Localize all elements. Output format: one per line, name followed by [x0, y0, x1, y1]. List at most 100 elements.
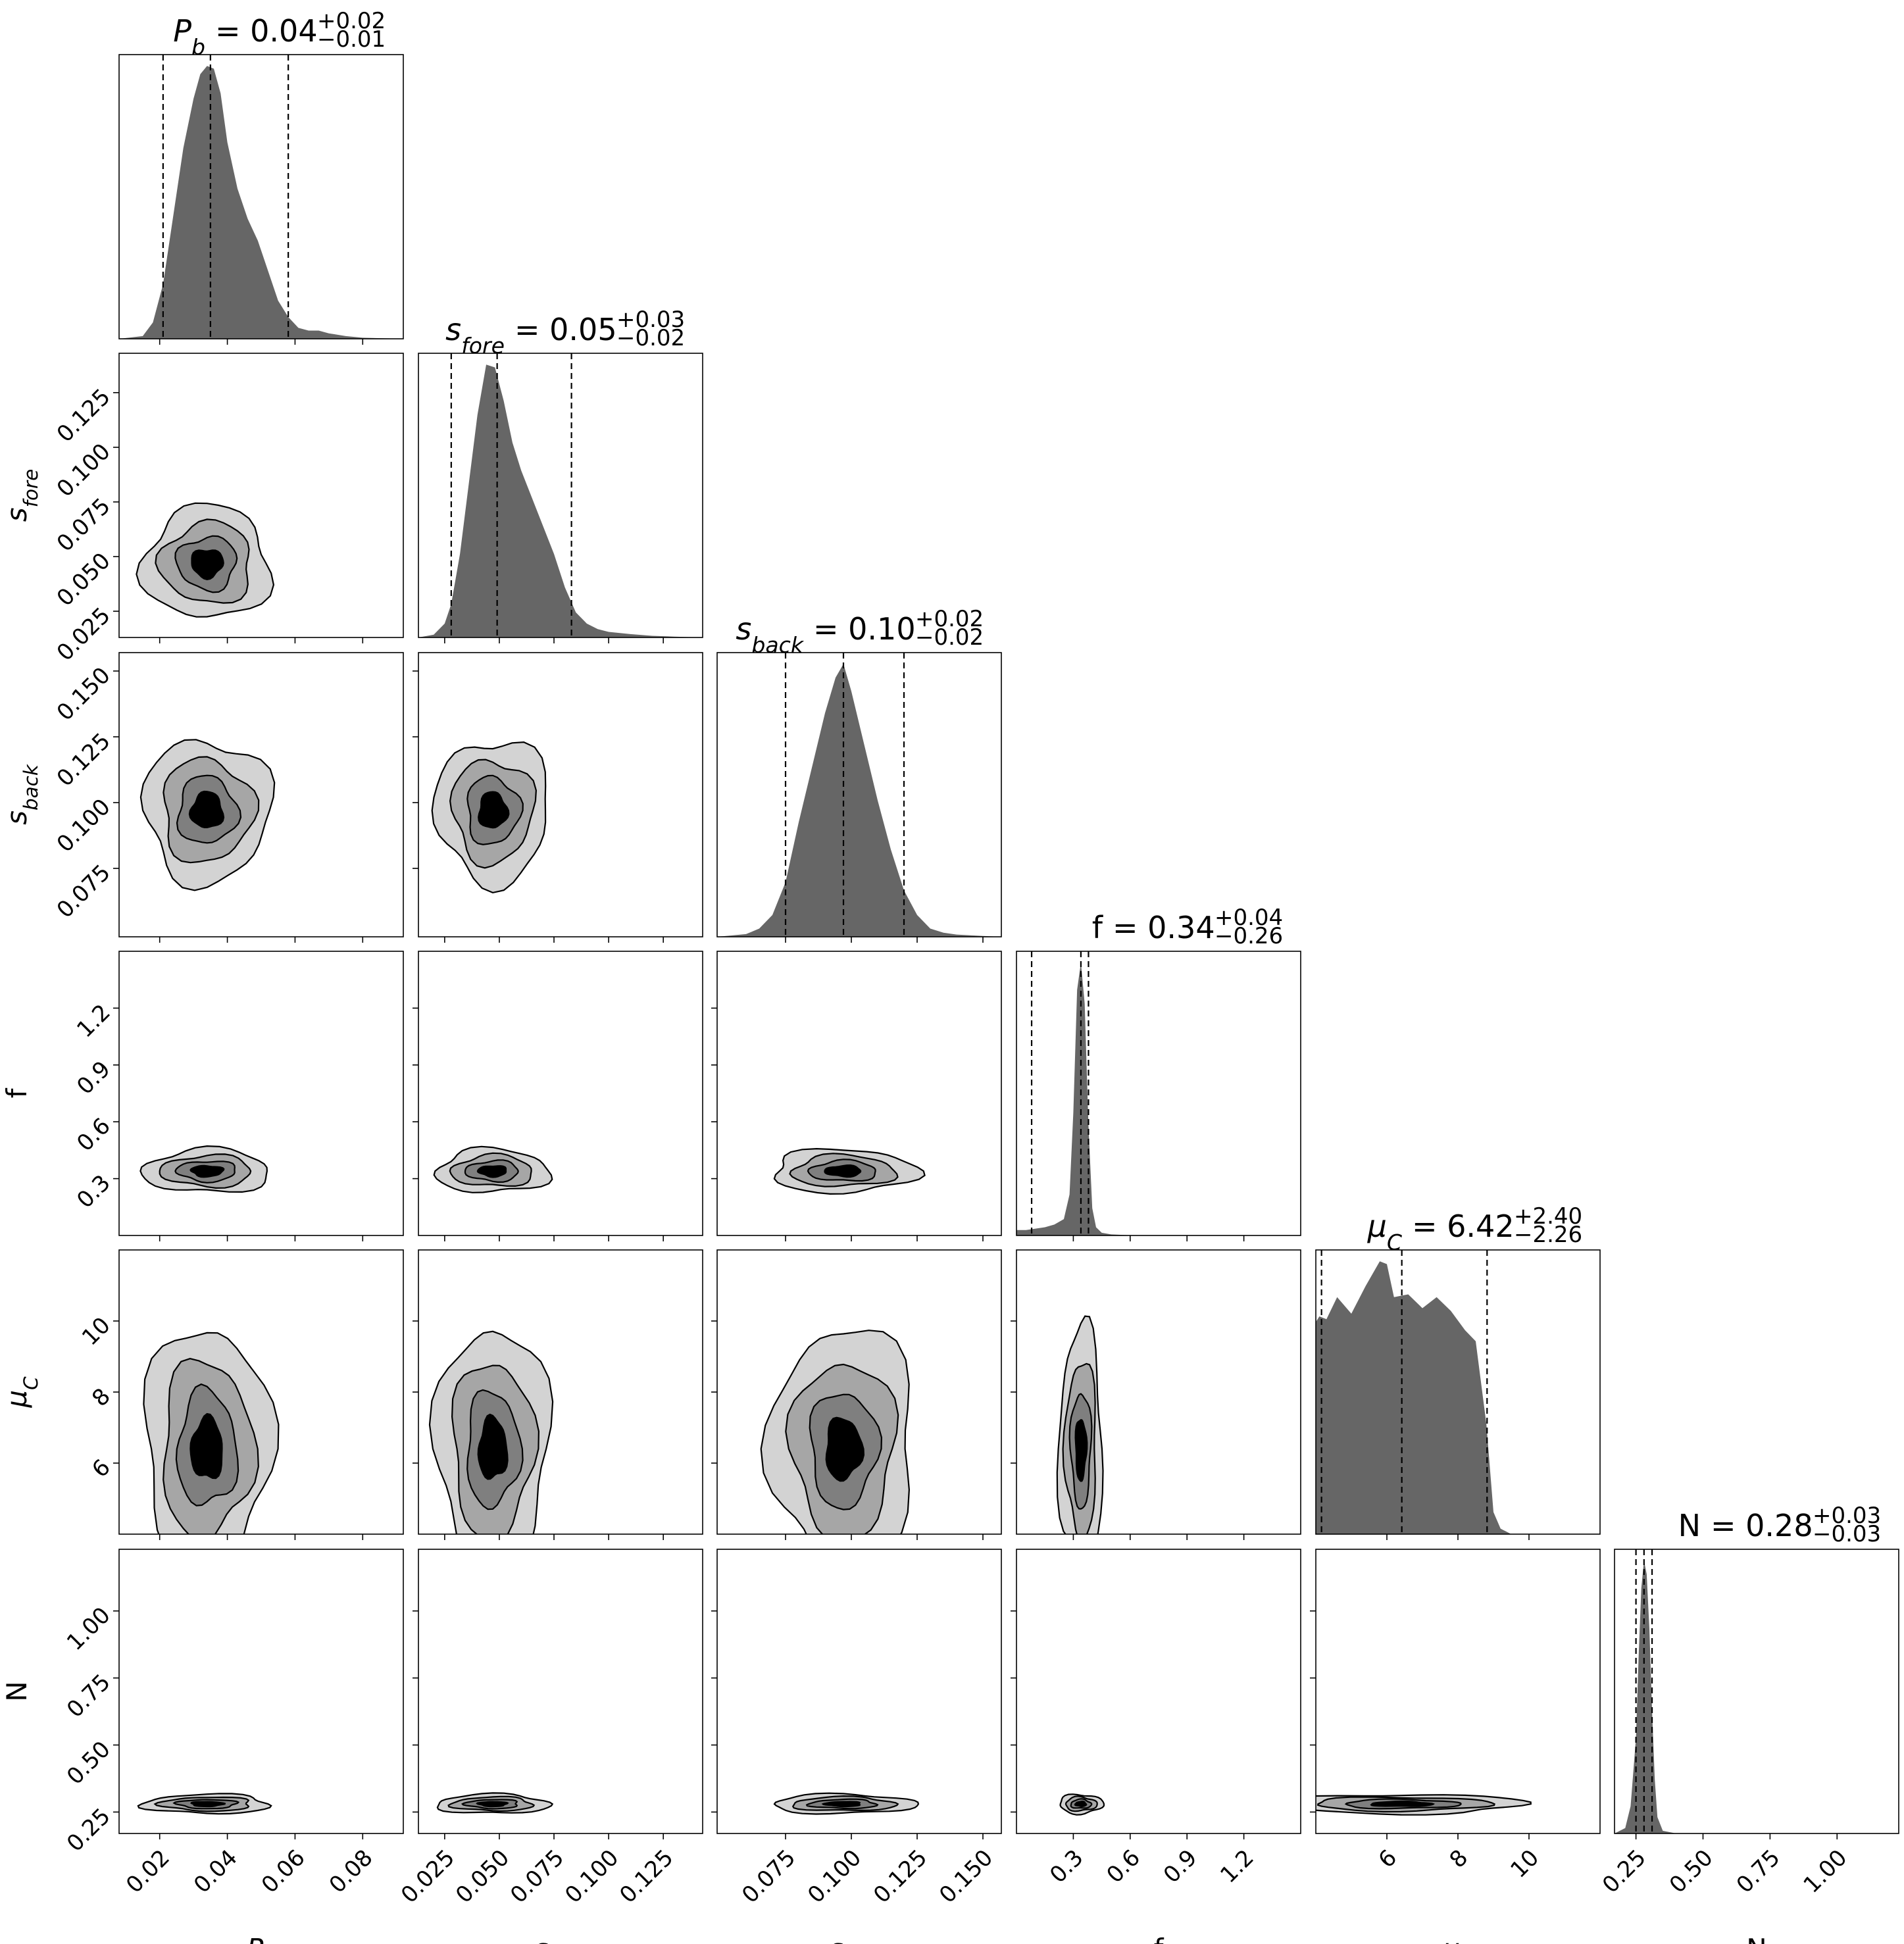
title-name-main-f: f [1092, 910, 1104, 945]
ytick-label-f-2: 0.9 [72, 1056, 116, 1100]
contour-panel-sback-vs-Pb [139, 739, 276, 891]
contour-level-0-f-vs-Pb [189, 1164, 225, 1178]
xtick-label-N-1: 0.50 [1665, 1845, 1718, 1899]
contour-panel-N-vs-sfore [436, 1792, 554, 1814]
xtick-labels-N: 0.25 0.50 0.751.00 N [1597, 1845, 1852, 1944]
ytick-labels-N: 0.25 0.50 0.75 1.00 N [1, 1602, 116, 1857]
contour-level-0-muC-vs-Pb [189, 1412, 223, 1480]
panel-title-Pb: Pb = 0.04 +0.02−0.01 [173, 8, 386, 60]
ytick-label-sfore-0: 0.025 [52, 603, 116, 666]
ytick-label-N-2: 0.75 [62, 1669, 116, 1723]
xaxis-label-muC: μC [1441, 1933, 1474, 1944]
diag-panel-sfore: sfore = 0.05 +0.03−0.02 [418, 307, 703, 638]
panel-frame-N-vs-sfore [418, 1549, 703, 1834]
ytick-label-sback-1: 0.100 [52, 793, 116, 857]
marginal-hist-muC [1316, 1261, 1600, 1534]
xtick-label-f-1: 0.6 [1101, 1845, 1145, 1889]
title-name-sub-sfore: fore [461, 333, 505, 359]
panel-frame-sfore-vs-Pb [118, 353, 404, 638]
panel-frame-f-vs-sback [716, 951, 1002, 1236]
yaxis-label-muC: μC [1, 1376, 42, 1408]
marginal-hist-N [1615, 1560, 1899, 1833]
title-name-main-sfore: s [445, 312, 461, 347]
panel-frame-f [1016, 951, 1301, 1236]
title-name-f: f [1092, 910, 1104, 945]
title-minus-muC: −2.26 [1514, 1222, 1582, 1248]
ytick-label-sback-2: 0.125 [52, 728, 116, 791]
title-name-main-N: N [1678, 1508, 1701, 1543]
title-minus-f: −0.26 [1215, 923, 1283, 949]
diag-panel-N: N = 0.28 +0.03−0.03 [1614, 1503, 1899, 1834]
diag-panel-sback: sback = 0.10 +0.02−0.02 [716, 606, 1002, 937]
panel-title-muC: μC = 6.42 +2.40−2.26 [1367, 1203, 1583, 1255]
xtick-label-muC-0: 6 [1374, 1845, 1403, 1874]
contour-panel-muC-vs-sback [760, 1330, 911, 1534]
panel-title-N: N = 0.28 +0.03−0.03 [1678, 1503, 1882, 1547]
contour-panel-N-vs-muC [1316, 1794, 1532, 1816]
xaxis-label-Pb-main: P [247, 1933, 264, 1944]
contour-panel-sback-vs-sfore [431, 741, 547, 894]
title-name-sub-muC: C [1387, 1230, 1402, 1255]
ytick-label-sback-0: 0.075 [52, 859, 116, 923]
ytick-label-f-0: 0.3 [72, 1170, 116, 1214]
panel-frame-N-vs-Pb [118, 1549, 404, 1834]
contour-level-0-sback-vs-Pb [188, 790, 225, 828]
ytick-label-sfore-1: 0.050 [52, 548, 116, 612]
contour-level-0-muC-vs-f [1074, 1419, 1088, 1482]
xtick-label-sback-2: 0.125 [868, 1845, 932, 1908]
diag-panel-muC: μC = 6.42 +2.40−2.26 [1315, 1203, 1601, 1535]
xtick-label-muC-2: 10 [1505, 1845, 1544, 1883]
panel-frame-N [1614, 1549, 1899, 1834]
contour-panel-f-vs-sback [773, 1147, 926, 1195]
contour-level-0-muC-vs-sfore [477, 1413, 509, 1480]
title-name-muC: μC [1367, 1209, 1402, 1255]
panel-frame-sback [716, 652, 1002, 937]
contour-panel-muC-vs-f [1056, 1315, 1104, 1534]
title-plus-f: +0.04 [1215, 905, 1283, 931]
ytick-label-muC-1: 8 [87, 1383, 116, 1412]
contour-level-0-sfore-vs-Pb [191, 549, 224, 581]
title-name-sub-Pb: b [191, 34, 205, 60]
xtick-labels-f: 0.3 0.6 0.9 1.2 f [1045, 1845, 1259, 1944]
ytick-labels-f: 0.3 0.6 0.9 1.2 f [1, 999, 116, 1214]
xaxis-label-sback-main: s [829, 1933, 843, 1944]
contour-level-0-muC-vs-sback [825, 1416, 865, 1482]
ytick-label-f-3: 1.2 [72, 999, 116, 1043]
title-minus-N: −0.03 [1813, 1521, 1881, 1547]
xtick-label-N-2: 0.75 [1732, 1845, 1786, 1899]
contour-level-0-N-vs-f [1074, 1801, 1088, 1808]
title-minus-sfore: −0.02 [616, 325, 685, 351]
xtick-label-sfore-2: 0.075 [505, 1845, 569, 1908]
xtick-label-muC-1: 8 [1445, 1845, 1474, 1874]
panel-frame-Pb [118, 54, 404, 339]
xtick-label-Pb-0: 0.02 [121, 1845, 175, 1899]
ytick-label-N-1: 0.50 [62, 1736, 116, 1790]
yaxis-label-sfore-main: s [1, 507, 33, 522]
diag-panel-Pb: Pb = 0.04 +0.02−0.01 [118, 8, 404, 339]
ytick-label-f-1: 0.6 [72, 1113, 116, 1157]
xaxis-label-f: f [1154, 1933, 1165, 1944]
title-name-sback: sback [736, 611, 804, 658]
ytick-label-sfore-4: 0.125 [52, 384, 116, 447]
xtick-label-sfore-4: 0.125 [614, 1845, 678, 1908]
xaxis-label-f-main: f [1154, 1933, 1165, 1944]
ytick-label-muC-2: 10 [77, 1312, 116, 1351]
ytick-label-sfore-2: 0.075 [52, 493, 116, 557]
diag-panel-f: f = 0.34 +0.04−0.26 [1016, 905, 1301, 1236]
yaxis-label-sback-sub: back [20, 764, 42, 810]
xtick-labels-Pb: 0.02 0.04 0.060.08 Pb [121, 1845, 378, 1944]
ytick-label-sback-3: 0.150 [52, 662, 116, 726]
contour-panel-muC-vs-Pb [143, 1332, 280, 1534]
ytick-label-sfore-3: 0.100 [52, 438, 116, 502]
panel-frame-f-vs-Pb [118, 951, 404, 1236]
panel-frame-N-vs-f [1016, 1549, 1301, 1834]
yaxis-label-muC-sub: C [20, 1376, 42, 1390]
title-name-main-sback: s [736, 611, 751, 647]
xtick-label-f-0: 0.3 [1045, 1845, 1089, 1889]
